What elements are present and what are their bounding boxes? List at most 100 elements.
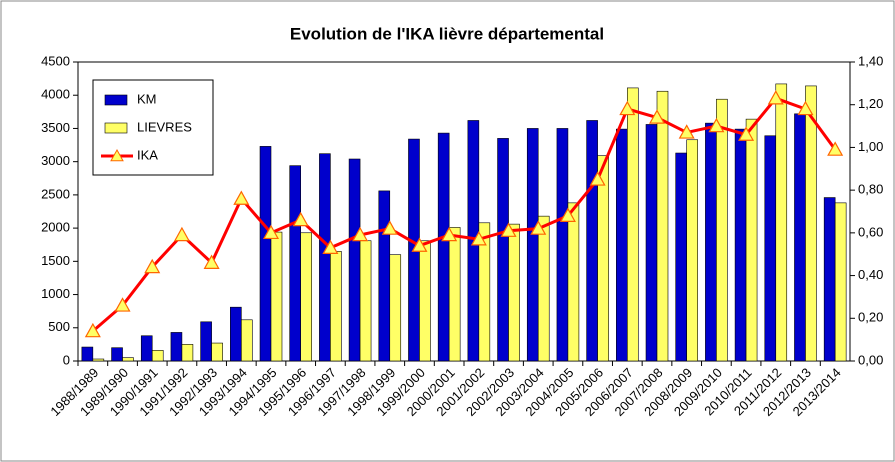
marker (500, 222, 517, 237)
marker (589, 171, 606, 186)
legend-label: KM (137, 91, 157, 106)
marker (619, 100, 636, 116)
y2-tick-label: 1,40 (858, 53, 883, 68)
y2-tick-label: 0,20 (858, 310, 883, 325)
bar (330, 251, 342, 362)
bar (616, 128, 628, 362)
bar (675, 152, 687, 362)
marker (381, 220, 398, 235)
marker (144, 258, 161, 274)
y-tick-label: 1000 (41, 286, 70, 301)
y2-tick-label: 0,80 (858, 182, 883, 197)
marker (233, 190, 250, 205)
bar (270, 231, 283, 362)
bar (437, 132, 450, 362)
marker (292, 211, 309, 227)
bar (775, 83, 788, 362)
y-tick-label: 1500 (41, 253, 70, 268)
y2-tick-label: 0,60 (858, 224, 883, 239)
bar (181, 344, 194, 362)
bar (764, 135, 777, 362)
y2-tick-label: 1,00 (858, 139, 883, 154)
bar (805, 85, 817, 362)
bar (241, 319, 253, 362)
bar (627, 87, 639, 362)
bar (586, 120, 598, 362)
y2-tick-label: 0,00 (858, 352, 883, 367)
y2-tick-label: 1,20 (858, 96, 883, 111)
legend-label: IKA (137, 147, 158, 162)
bar (716, 98, 728, 362)
y-tick-label: 2500 (41, 186, 70, 201)
marker (114, 297, 131, 312)
marker (262, 224, 280, 240)
bar (111, 347, 123, 362)
bar (526, 128, 539, 362)
bar (508, 223, 520, 362)
bar (448, 227, 461, 362)
bar (705, 122, 717, 362)
bar (645, 124, 658, 362)
bar (419, 240, 431, 362)
bar (389, 254, 402, 362)
bar (478, 222, 491, 362)
bar (259, 146, 272, 362)
bar (686, 139, 698, 362)
bar (140, 335, 153, 362)
bar (359, 240, 372, 362)
bar (734, 128, 747, 362)
y-tick-label: 3000 (41, 153, 70, 168)
marker (203, 254, 220, 269)
bar (289, 165, 301, 362)
bar (556, 128, 569, 362)
marker (411, 237, 428, 252)
y-tick-label: 4000 (41, 87, 70, 102)
bar (537, 215, 550, 362)
marker (648, 109, 666, 124)
bar (122, 357, 134, 362)
marker (441, 226, 458, 242)
legend-label: LIEVRES (137, 119, 192, 134)
marker (738, 126, 755, 141)
bar (656, 90, 669, 362)
marker (827, 141, 844, 156)
marker (708, 117, 725, 133)
y-tick-label: 0 (63, 352, 70, 367)
bar (200, 321, 212, 362)
bar (597, 155, 609, 362)
bar (378, 190, 391, 362)
bar (567, 202, 580, 362)
marker (470, 231, 487, 246)
bar (92, 358, 105, 362)
marker (352, 226, 369, 242)
bar (300, 232, 312, 362)
bar (211, 342, 223, 362)
marker (173, 226, 190, 242)
bar (794, 113, 806, 362)
bar (834, 202, 847, 362)
bar (745, 118, 758, 362)
bar (151, 350, 164, 362)
legend-marker (110, 148, 124, 162)
marker (767, 90, 784, 105)
marker (322, 239, 339, 255)
y2-tick-label: 0,40 (858, 267, 883, 282)
y-tick-label: 500 (48, 319, 70, 334)
y-tick-label: 2000 (41, 220, 70, 235)
marker (84, 322, 101, 338)
y-tick-label: 4500 (41, 53, 70, 68)
bar (170, 332, 183, 362)
marker (530, 220, 547, 235)
bar (497, 138, 509, 362)
chart-title: Evolution de l'IKA lièvre départemental (290, 24, 604, 43)
legend-swatch (104, 122, 128, 134)
bar (319, 153, 331, 362)
marker (797, 100, 814, 116)
legend-swatch (104, 94, 128, 106)
marker (678, 124, 695, 139)
bar (348, 158, 361, 362)
marker (559, 207, 576, 222)
bar (230, 306, 242, 362)
